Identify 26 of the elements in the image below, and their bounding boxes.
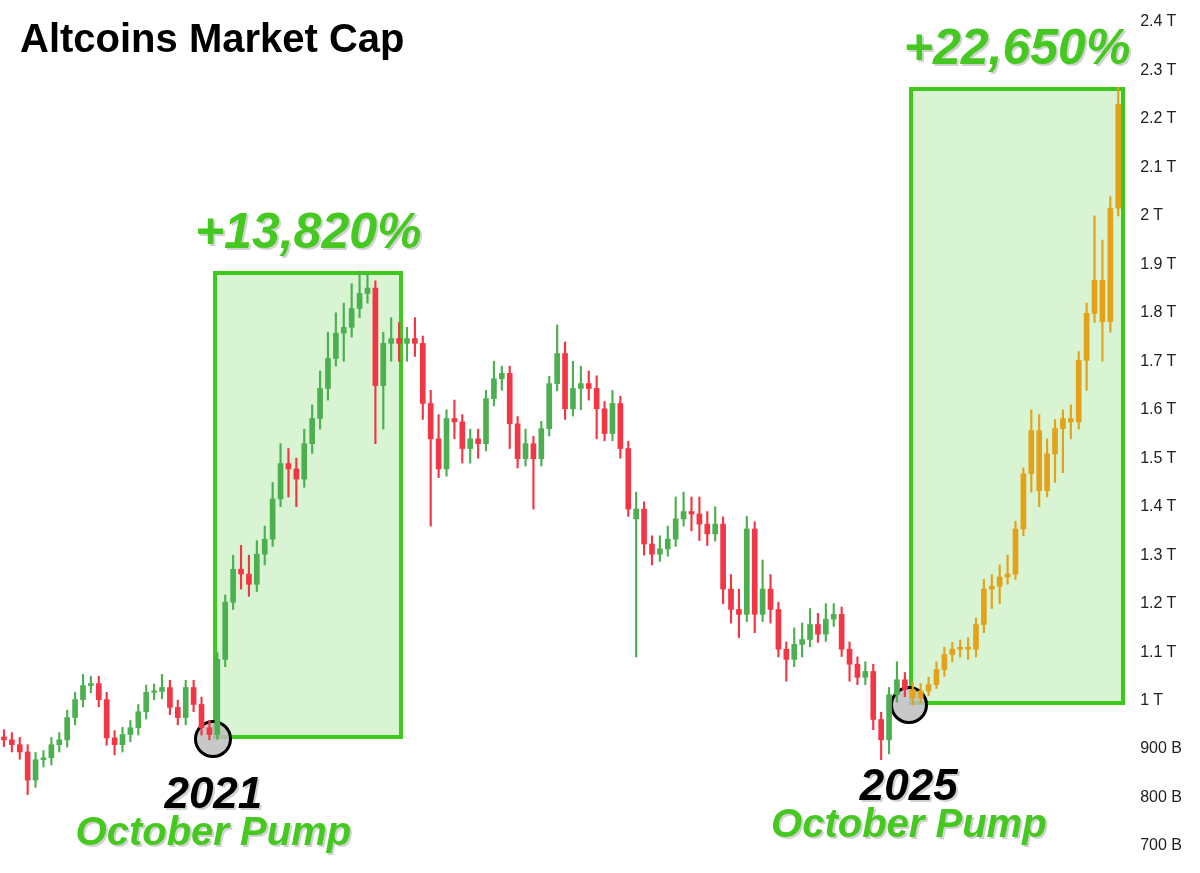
y-tick-label: 2.1 T (1140, 157, 1177, 175)
annotation: +22,650% (903, 18, 1131, 77)
y-tick-label: 1.9 T (1140, 254, 1177, 272)
annotation: +13,820% (194, 202, 422, 261)
y-tick-label: 1.3 T (1140, 545, 1177, 563)
y-tick-label: 1.8 T (1140, 303, 1177, 321)
y-tick-label: 1.6 T (1140, 400, 1177, 418)
y-tick-label: 800 B (1140, 787, 1182, 805)
y-tick-label: 2 T (1140, 206, 1164, 224)
y-tick-label: 1.5 T (1140, 448, 1177, 466)
candlestick (530, 436, 537, 510)
y-tick-label: 2.2 T (1140, 109, 1177, 127)
chart-title: Altcoins Market Cap (20, 16, 405, 61)
candlestick (40, 750, 47, 768)
y-tick-label: 2.3 T (1140, 60, 1177, 78)
y-tick-label: 1 T (1140, 690, 1164, 708)
y-tick-label: 900 B (1140, 739, 1182, 757)
y-tick-label: 1.2 T (1140, 594, 1177, 612)
y-tick-label: 1.1 T (1140, 642, 1177, 660)
y-tick-label: 2.4 T (1140, 12, 1177, 30)
annotation: October Pump (771, 800, 1047, 846)
y-tick-label: 700 B (1140, 836, 1182, 854)
annotation: October Pump (75, 808, 352, 854)
y-tick-label: 1.4 T (1140, 497, 1177, 515)
y-tick-label: 1.7 T (1140, 351, 1177, 369)
candlestick (356, 270, 363, 318)
